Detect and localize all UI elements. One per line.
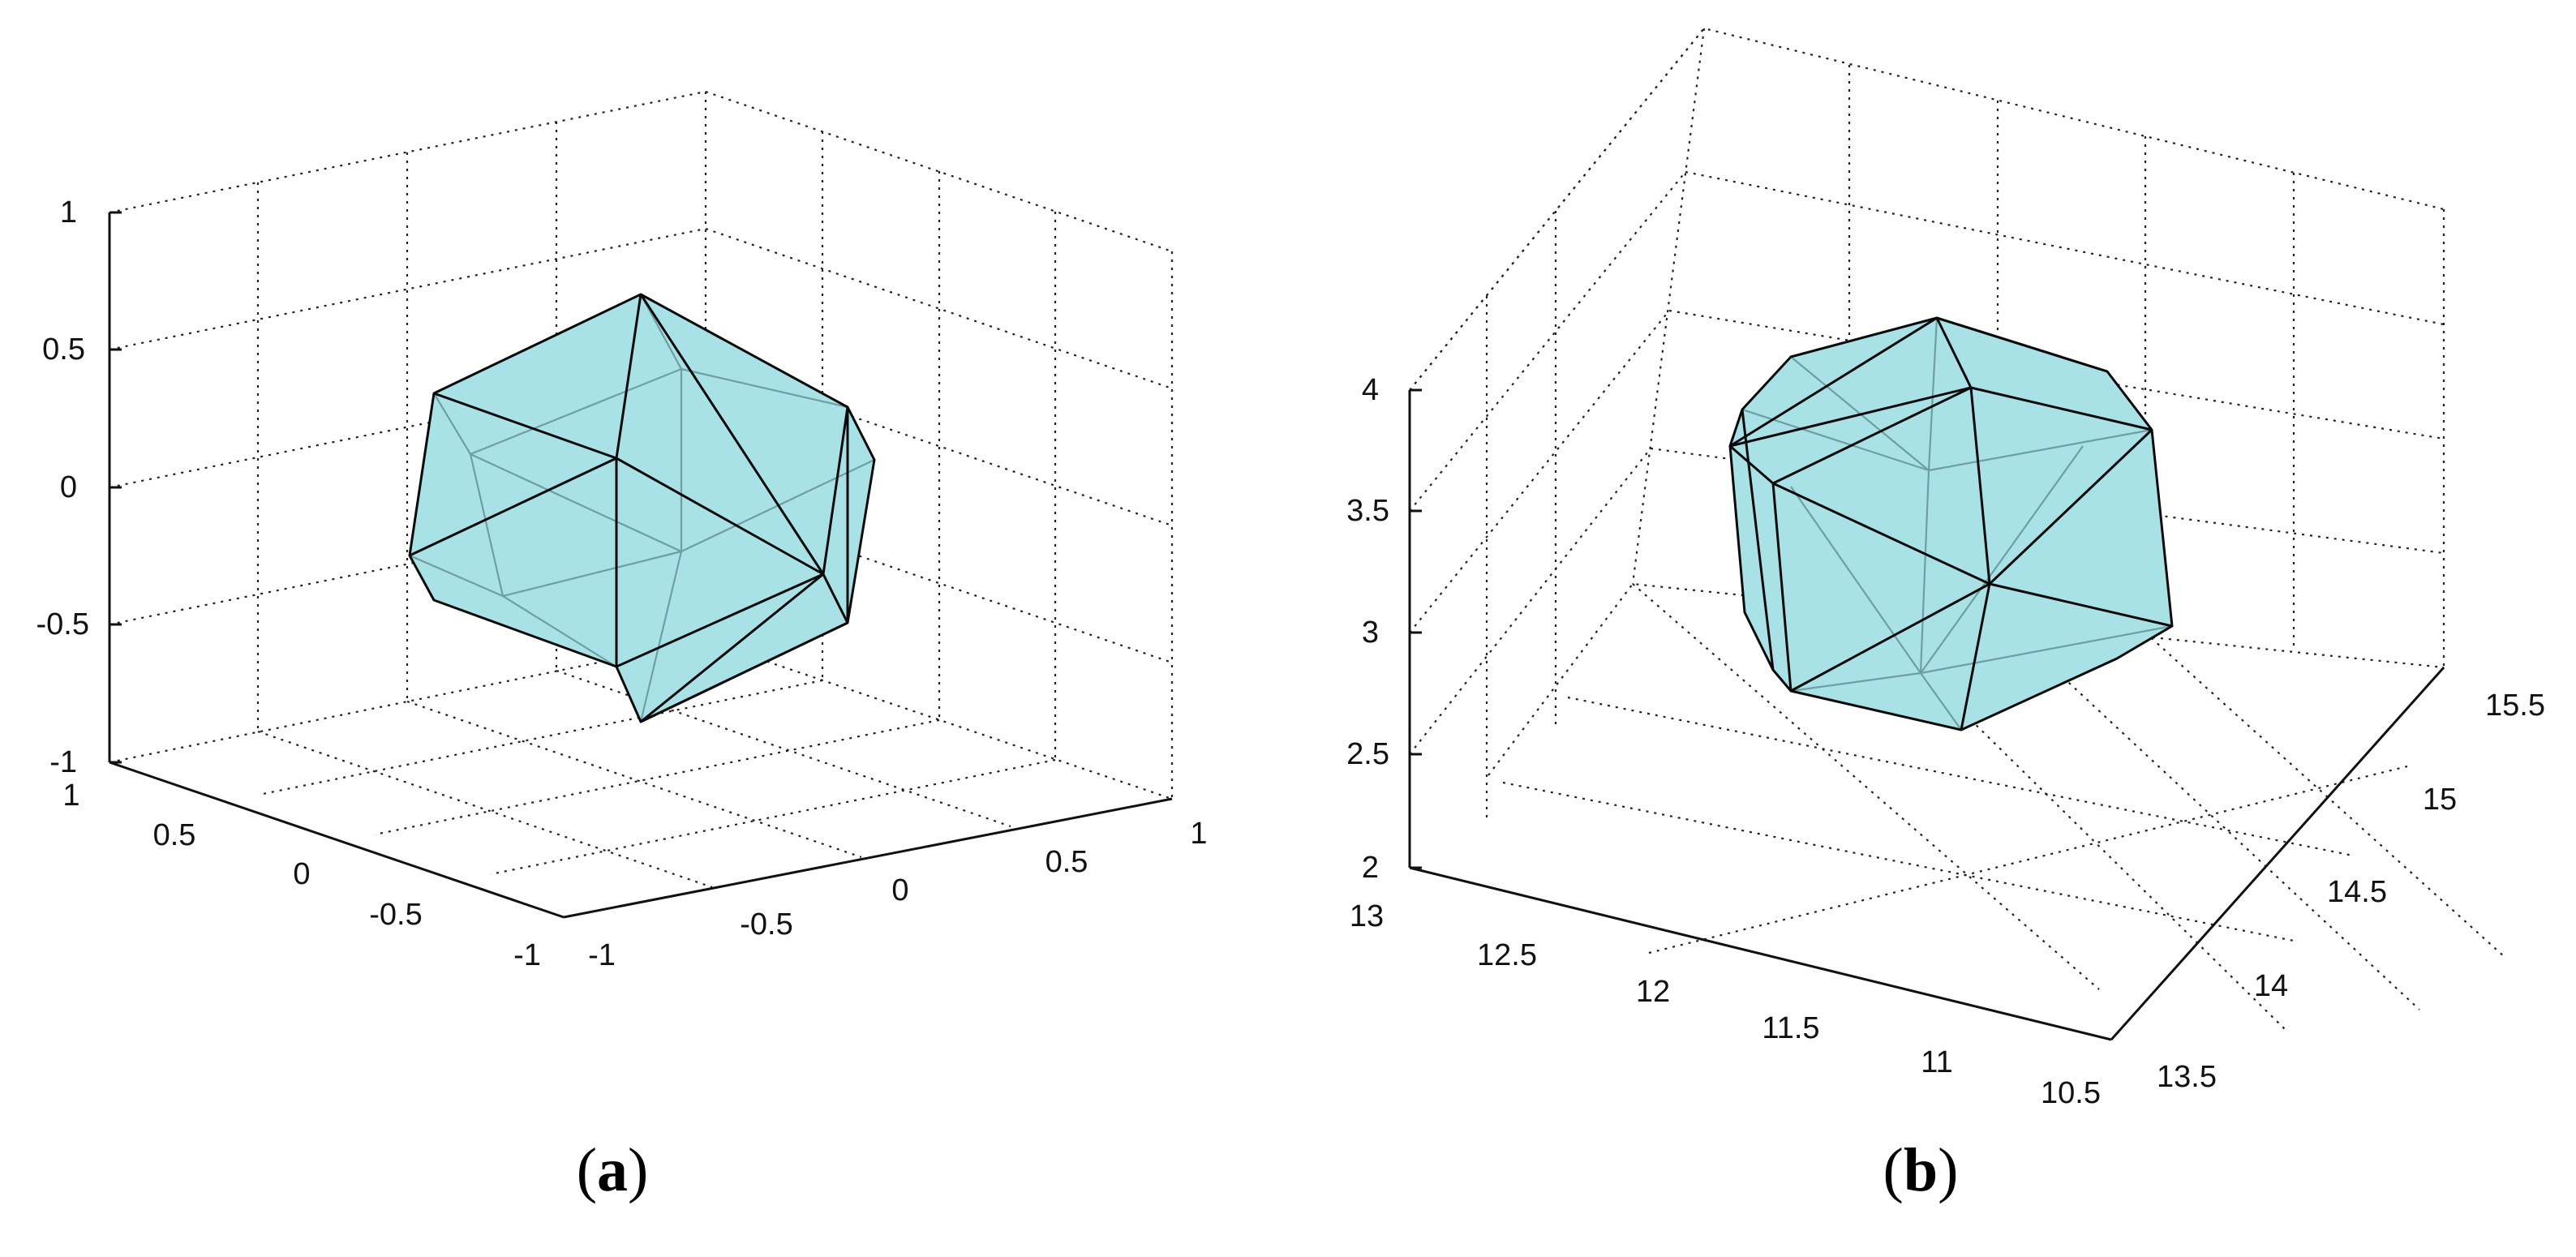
front-edges-b: [1728, 316, 2174, 731]
left-floor-tick-labels-b: 13 12.5 12 11.5 11 10.5: [1350, 899, 2101, 1110]
z-tick-label: 1: [60, 195, 77, 230]
floor-tick-label: 13.5: [2157, 1060, 2217, 1094]
icosahedron-b: [1728, 316, 2174, 731]
floor-tick-label: 11.5: [1762, 1011, 1819, 1045]
z-tick-labels-a: 1 0.5 0 -0.5 -1: [36, 195, 89, 779]
caption-b: (b): [1883, 1136, 1959, 1204]
z-tick-label: 0.5: [42, 332, 85, 367]
z-tick-label: 0: [60, 470, 77, 504]
floor-tick-label: 0: [891, 873, 908, 907]
floor-tick-label: 1: [62, 779, 79, 813]
floor-tick-label: 14: [2254, 969, 2288, 1003]
floor-tick-label: 12: [1636, 975, 1670, 1009]
z-tick-label: 3: [1362, 616, 1379, 650]
floor-tick-label: -0.5: [740, 907, 792, 942]
figure-a: 1 0.5 0 -0.5 -1 1 0.5 0 -0.5 -1 -1 -0.5 …: [36, 90, 1208, 1204]
floor-tick-label: -0.5: [369, 898, 422, 932]
floor-tick-label: 11: [1921, 1045, 1952, 1079]
z-tick-label: -1: [49, 745, 77, 779]
floor-tick-label: -1: [588, 938, 616, 972]
right-floor-tick-labels-b: 13.5 14 14.5 15 15.5: [2157, 689, 2545, 1094]
floor-tick-label: 14.5: [2327, 875, 2387, 909]
floor-tick-label: 10.5: [2041, 1076, 2101, 1110]
right-floor-tick-labels-a: -1 -0.5 0 0.5 1: [588, 817, 1207, 972]
floor-tick-label: 12.5: [1477, 938, 1537, 972]
z-tick-label: 2: [1362, 851, 1379, 885]
floor-tick-label: 1: [1190, 817, 1207, 851]
left-floor-tick-labels-a: 1 0.5 0 -0.5 -1: [62, 779, 540, 972]
floor-tick-label: 0: [293, 857, 310, 891]
icosahedron-a: [408, 293, 876, 723]
floor-tick-label: 13: [1350, 899, 1384, 933]
z-tick-label: 2.5: [1346, 737, 1389, 771]
floor-tick-label: 15.5: [2485, 689, 2545, 723]
plot-b-3d-axes: 4 3.5 3 2.5 2 13 12.5 12 11.5 11 10.5 13…: [1346, 27, 2545, 1110]
front-edges-a: [408, 293, 876, 723]
grid-b: [1409, 27, 2505, 1031]
floor-tick-label: 15: [2423, 783, 2457, 817]
z-tick-label: 3.5: [1346, 494, 1389, 528]
figure-b: 4 3.5 3 2.5 2 13 12.5 12 11.5 11 10.5 13…: [1288, 0, 2576, 1257]
z-tick-label: -0.5: [36, 607, 89, 641]
floor-tick-label: 0.5: [153, 818, 196, 852]
caption-a: (a): [576, 1136, 649, 1204]
plot-a-3d-axes: 1 0.5 0 -0.5 -1 1 0.5 0 -0.5 -1 -1 -0.5 …: [36, 90, 1208, 972]
axes-b: [1408, 388, 2445, 1041]
axes-a: [108, 211, 1173, 919]
z-tick-labels-b: 4 3.5 3 2.5 2: [1346, 373, 1389, 885]
z-tick-label: 4: [1362, 373, 1379, 407]
floor-tick-label: -1: [513, 938, 541, 972]
floor-tick-label: 0.5: [1045, 845, 1088, 879]
